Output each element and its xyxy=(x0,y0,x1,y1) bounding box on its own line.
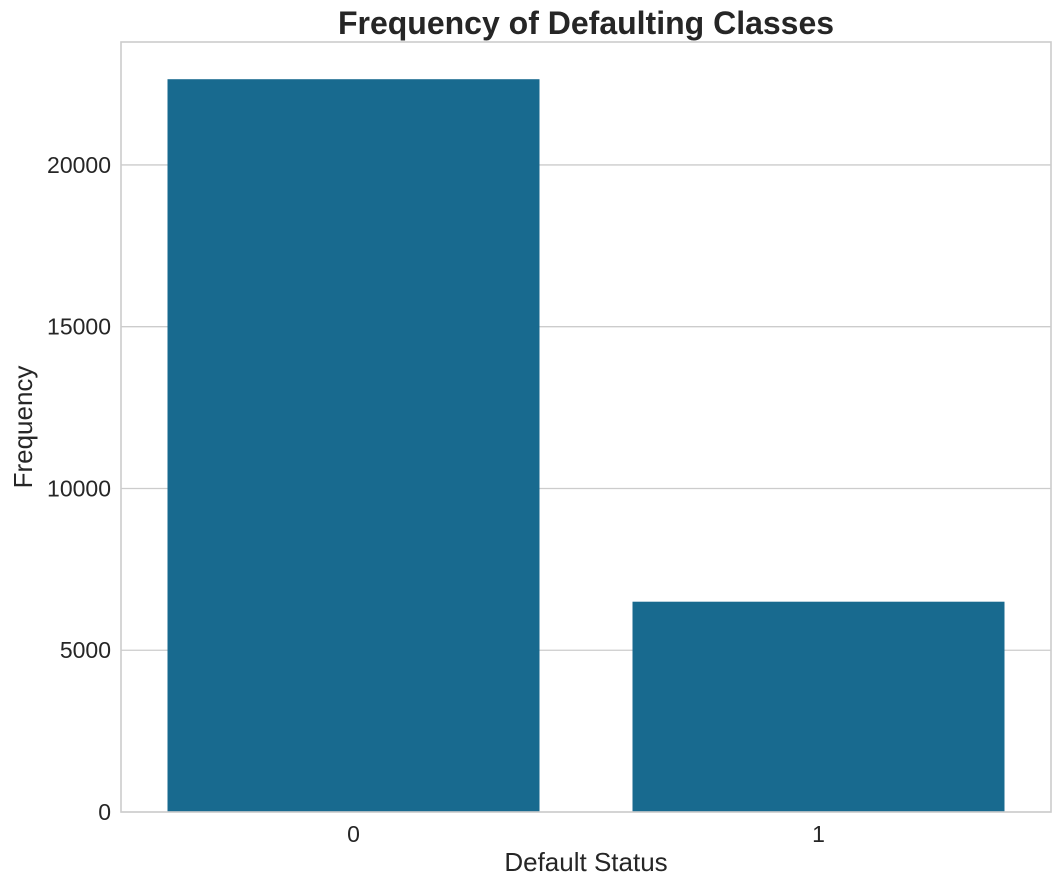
chart-title: Frequency of Defaulting Classes xyxy=(338,5,834,41)
plot-frame xyxy=(120,41,1052,813)
y-tick-labels: 0 5000 10000 15000 20000 xyxy=(47,152,111,825)
x-axis-label: Default Status xyxy=(504,847,667,877)
x-tick-label: 1 xyxy=(812,821,825,847)
x-tick-label: 0 xyxy=(347,821,360,847)
y-tick-label: 0 xyxy=(98,799,111,825)
y-axis-label: Frequency xyxy=(8,366,38,489)
bars xyxy=(167,79,1005,813)
y-tick-label: 10000 xyxy=(47,475,111,501)
y-tick-label: 15000 xyxy=(47,314,111,340)
y-tick-label: 20000 xyxy=(47,152,111,178)
bar-0 xyxy=(167,79,540,813)
y-tick-label: 5000 xyxy=(60,637,111,663)
bar-1 xyxy=(632,601,1005,812)
